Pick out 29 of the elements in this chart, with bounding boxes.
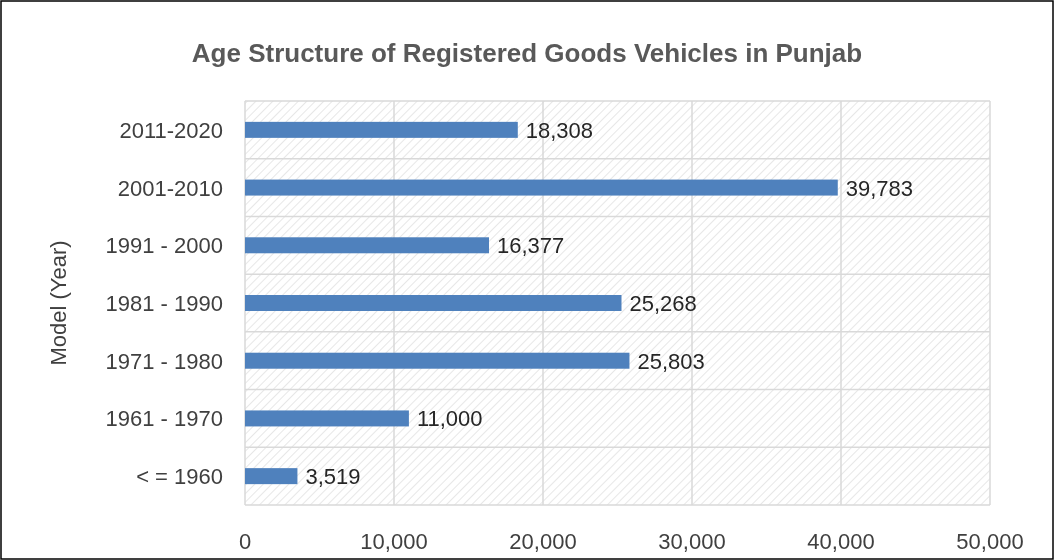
data-label: 18,308 — [525, 117, 594, 143]
y-tick-label: 2011-2020 — [119, 117, 223, 143]
y-tick-label: 2001-2010 — [117, 175, 223, 201]
chart-title: Age Structure of Registered Goods Vehicles in Punjab — [191, 38, 863, 68]
y-tick-label: 1971 - 1980 — [105, 348, 223, 374]
x-tick-label: 30,000 — [658, 529, 726, 554]
bar — [245, 179, 838, 196]
x-tick-label: 50,000 — [956, 529, 1024, 554]
x-tick-label: 10,000 — [360, 529, 428, 554]
y-tick-label: 1961 - 1970 — [105, 406, 223, 432]
y-axis-title: Model (Year) — [46, 240, 71, 366]
data-label: 11,000 — [416, 406, 483, 432]
x-tick-label: 0 — [238, 529, 252, 554]
bar — [245, 468, 298, 485]
y-tick-label: < = 1960 — [136, 464, 223, 490]
data-label: 25,268 — [629, 291, 697, 316]
data-label: 3,519 — [305, 464, 361, 490]
data-label: 39,783 — [845, 175, 914, 201]
bar — [245, 237, 490, 254]
data-label: 25,803 — [637, 348, 705, 374]
bar — [245, 352, 630, 369]
bar — [245, 121, 518, 138]
x-tick-label: 20,000 — [509, 529, 577, 554]
bar — [245, 410, 409, 427]
x-tick-label: 40,000 — [807, 529, 875, 554]
data-label: 16,377 — [497, 233, 565, 259]
y-tick-label: 1981 - 1990 — [105, 291, 223, 316]
y-tick-label: 1991 - 2000 — [105, 233, 223, 259]
bar — [245, 295, 622, 311]
